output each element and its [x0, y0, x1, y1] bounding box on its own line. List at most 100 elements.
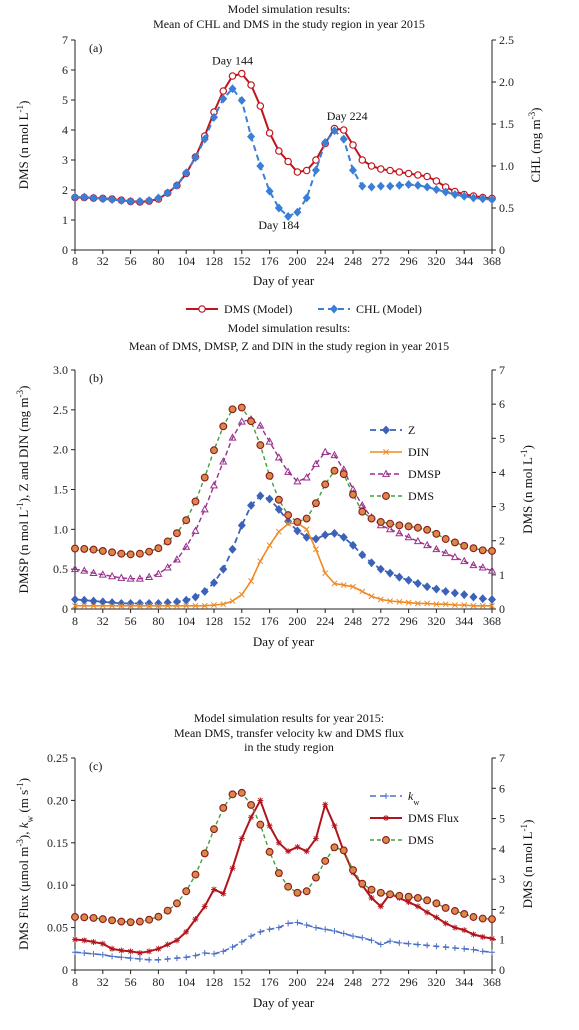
data-point-dms: [404, 522, 413, 531]
data-point-dms-flux: [81, 937, 88, 944]
data-point-dms: [488, 915, 496, 924]
data-point-dms: [441, 903, 450, 912]
data-point-dms: [80, 913, 89, 922]
data-point-din: [442, 601, 449, 608]
x-tick-label: 104: [177, 254, 195, 268]
data-point-din: [173, 602, 180, 609]
data-point-kw: [81, 950, 88, 957]
data-point-chl-model: [256, 161, 265, 171]
data-point-dms-model: [247, 81, 255, 89]
data-point-dmsp: [219, 457, 228, 465]
y-left-tick-label: 0: [62, 602, 68, 616]
data-point-dms: [200, 473, 209, 482]
x-tick-label: 152: [233, 614, 251, 628]
data-point-z: [432, 584, 441, 594]
y-right-tick-label: 5: [499, 812, 505, 826]
data-point-z: [460, 590, 469, 600]
data-point-kw: [387, 938, 394, 945]
data-point-dms-flux: [127, 948, 134, 955]
data-point-chl-model: [348, 165, 358, 175]
x-tick-label: 296: [400, 975, 418, 989]
y-right-tick-label: 1.0: [499, 159, 514, 173]
x-tick-label: 368: [483, 975, 501, 989]
data-point-dms: [126, 918, 135, 927]
data-point-din: [99, 602, 106, 609]
data-point-kw: [479, 948, 486, 955]
chart-title-line: Model simulation results:: [228, 321, 351, 335]
data-point-chl-model: [80, 192, 89, 202]
data-point-dms: [423, 525, 432, 534]
data-point-dmsp: [117, 573, 126, 581]
data-point-dms: [247, 417, 256, 426]
data-point-din: [405, 599, 412, 606]
data-point-kw: [377, 941, 384, 948]
data-point-din: [285, 520, 292, 527]
data-point-dmsp: [478, 563, 487, 571]
data-point-z: [441, 587, 450, 596]
data-point-din: [479, 602, 486, 609]
data-point-dms-flux: [146, 948, 153, 955]
data-point-dmsp: [386, 524, 395, 533]
data-point-z: [321, 530, 330, 540]
data-point-z: [182, 595, 191, 605]
data-point-dms: [460, 541, 469, 550]
data-point-dms-flux: [294, 844, 301, 851]
legend-label: DMS Flux: [408, 811, 459, 825]
data-point-kw: [442, 944, 449, 951]
data-point-chl-model: [321, 138, 330, 147]
data-point-kw: [257, 928, 264, 935]
legend-marker: [198, 305, 206, 313]
data-point-kw: [109, 953, 116, 960]
x-tick-label: 56: [125, 254, 137, 268]
data-point-dms: [126, 550, 135, 559]
data-point-dms-flux: [285, 848, 292, 855]
data-point-dms: [89, 913, 98, 922]
data-point-dms: [163, 906, 172, 915]
data-point-dms: [311, 499, 320, 508]
data-point-kw: [470, 946, 477, 953]
data-point-z: [358, 550, 367, 560]
data-point-din: [266, 542, 273, 549]
legend-label: DMS (Model): [224, 302, 292, 316]
data-point-chl-model: [376, 181, 385, 191]
data-point-dms: [358, 507, 367, 516]
data-point-dms-flux: [303, 848, 310, 855]
data-point-chl-model: [487, 195, 497, 205]
data-point-dms: [450, 906, 459, 915]
series-line-dms-model: [75, 72, 493, 204]
legend: Z DIN DMSP DMS: [370, 423, 441, 503]
y-left-axis-title: DMS Flux (μmol m-3), kw (m s-1): [15, 778, 35, 950]
y-right-tick-label: 1: [499, 933, 505, 947]
data-point-chl-model: [89, 193, 98, 203]
data-point-chl-model: [126, 196, 135, 206]
data-point-dms: [478, 546, 487, 555]
y-left-tick-label: 0.20: [47, 793, 68, 807]
data-point-chl-model: [450, 190, 459, 200]
data-point-din: [396, 598, 403, 605]
data-point-kw: [164, 955, 171, 962]
data-point-dms: [71, 913, 79, 921]
data-point-dmsp: [432, 544, 441, 553]
series-line-z: [74, 494, 493, 605]
legend-marker: [383, 449, 389, 455]
data-point-dms: [191, 497, 200, 506]
y-left-tick-label: 1.0: [53, 522, 68, 536]
annotation-label: Day 224: [327, 109, 368, 123]
data-point-z: [450, 588, 459, 598]
data-point-chl-model: [209, 112, 219, 122]
data-point-dms: [182, 516, 191, 525]
y-left-tick-label: 1: [62, 213, 68, 227]
y-right-tick-label: 0: [499, 243, 505, 257]
data-point-kw: [238, 939, 245, 946]
data-point-z: [274, 504, 283, 514]
chart-title-line: Mean DMS, transfer velocity kw and DMS f…: [174, 726, 404, 740]
data-point-z: [395, 572, 404, 582]
y-right-tick-label: 0: [499, 963, 505, 977]
data-point-kw: [275, 924, 282, 931]
y-left-tick-label: 2.0: [53, 443, 68, 457]
data-point-chl-model: [154, 193, 163, 203]
data-point-chl-model: [432, 185, 441, 194]
data-point-dms: [284, 511, 293, 520]
data-point-dmsp: [135, 574, 144, 582]
